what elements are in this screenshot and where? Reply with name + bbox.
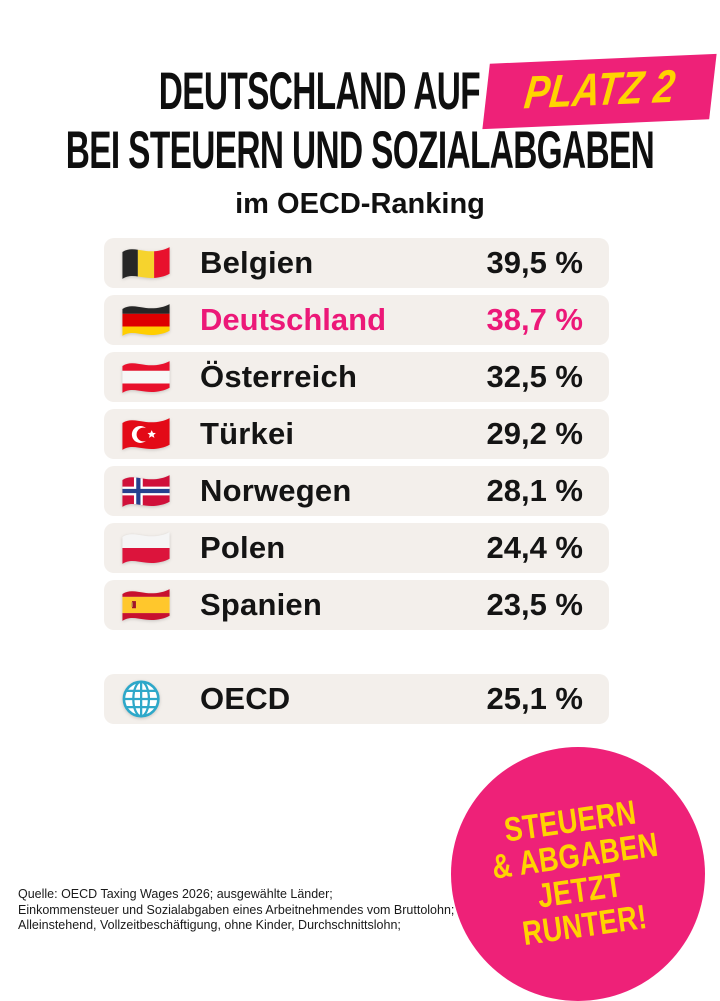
- globe-with-meridians-icon: [120, 679, 172, 719]
- ranking-row-oecd: OECD 25,1 %: [104, 674, 609, 724]
- oecd-value-label: 25,1 %: [486, 681, 583, 716]
- ranking-row-spanien: Spanien 23,5 %: [104, 580, 609, 630]
- austria-flag-icon: [120, 357, 172, 397]
- ranking-list: Belgien 39,5 % Deutschland 38,7 % Österr…: [104, 238, 609, 731]
- title-line-2: BEI STEUERN UND SOZIALABGABEN: [0, 121, 720, 180]
- campaign-sticker: STEUERN & ABGABEN JETZT RUNTER!: [451, 747, 705, 1001]
- norway-flag-icon: [120, 471, 172, 511]
- value-label: 39,5 %: [486, 245, 583, 280]
- value-label: 38,7 %: [486, 302, 583, 337]
- ranking-row-oesterreich: Österreich 32,5 %: [104, 352, 609, 402]
- title-line2-text: BEI STEUERN UND SOZIALABGABEN: [65, 120, 655, 180]
- title-block: DEUTSCHLAND AUF PLATZ 2 BEI STEUERN UND S…: [0, 0, 720, 221]
- title-line1-text: DEUTSCHLAND AUF: [159, 61, 481, 121]
- sticker-text: STEUERN & ABGABEN JETZT RUNTER!: [465, 790, 692, 958]
- platz-2-tag: PLATZ 2: [482, 53, 718, 129]
- ranking-row-norwegen: Norwegen 28,1 %: [104, 466, 609, 516]
- country-label: Deutschland: [200, 302, 387, 337]
- spain-flag-icon: [120, 585, 172, 625]
- oecd-label: OECD: [200, 681, 291, 716]
- source-note: Quelle: OECD Taxing Wages 2026; ausgewäh…: [18, 887, 454, 934]
- value-label: 32,5 %: [486, 359, 583, 394]
- ranking-row-polen: Polen 24,4 %: [104, 523, 609, 573]
- source-line: Quelle: OECD Taxing Wages 2026; ausgewäh…: [18, 887, 333, 901]
- country-label: Belgien: [200, 245, 314, 280]
- value-label: 24,4 %: [486, 530, 583, 565]
- source-line: Einkommensteuer und Sozialabgaben eines …: [18, 902, 455, 917]
- value-label: 28,1 %: [486, 473, 583, 508]
- source-line: Alleinstehend, Vollzeitbeschäftigung, oh…: [18, 918, 401, 932]
- subtitle: im OECD-Ranking: [235, 188, 485, 220]
- ranking-row-deutschland: Deutschland 38,7 %: [104, 295, 609, 345]
- germany-flag-icon: [120, 300, 172, 340]
- country-label: Polen: [200, 530, 286, 565]
- title-line-1: DEUTSCHLAND AUF PLATZ 2: [0, 53, 718, 129]
- platz-2-label: PLATZ 2: [522, 59, 679, 118]
- value-label: 29,2 %: [486, 416, 583, 451]
- turkey-flag-icon: [120, 414, 172, 454]
- country-label: Norwegen: [200, 473, 352, 508]
- ranking-row-tuerkei: Türkei 29,2 %: [104, 409, 609, 459]
- country-label: Spanien: [200, 587, 322, 622]
- poland-flag-icon: [120, 528, 172, 568]
- ranking-row-belgien: Belgien 39,5 %: [104, 238, 609, 288]
- belgium-flag-icon: [120, 243, 172, 283]
- country-label: Österreich: [200, 359, 358, 394]
- value-label: 23,5 %: [486, 587, 583, 622]
- country-label: Türkei: [200, 416, 295, 451]
